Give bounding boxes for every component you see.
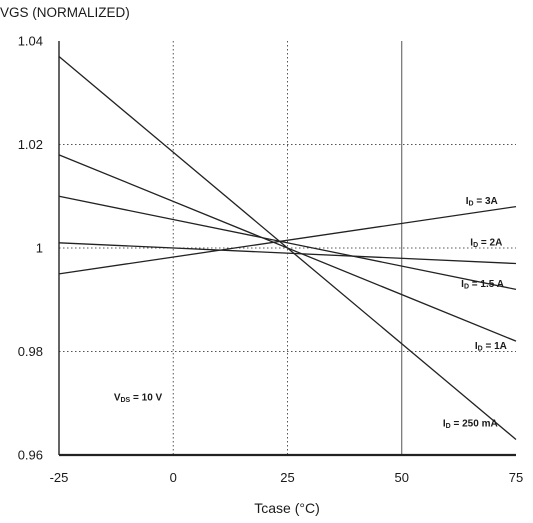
series-line	[58, 242, 517, 265]
y-tick-label: 1.04	[18, 34, 43, 49]
x-tick-label: 25	[280, 470, 294, 485]
annotation-label: ID = 1A	[475, 341, 507, 353]
annotation-label: ID = 3A	[466, 196, 498, 208]
x-axis-title: Tcase (°C)	[254, 500, 320, 516]
y-tick-labels: 0.96 0.98 1 1.02 1.04	[18, 34, 43, 463]
annotation-label: ID = 1.5 A	[461, 279, 504, 291]
series-line	[58, 205, 517, 275]
chart-title: VGS (NORMALIZED)	[0, 5, 130, 20]
x-tick-label: 0	[170, 470, 177, 485]
annotation-label: ID = 2A	[470, 237, 502, 249]
series-line	[58, 195, 517, 291]
x-tick-labels: -25 0 25 50 75	[50, 470, 524, 485]
series-lines	[58, 56, 517, 440]
x-tick-label: 50	[395, 470, 409, 485]
y-tick-label: 0.96	[18, 448, 43, 463]
annotations: ID = 3A ID = 2A ID = 1.5 A ID = 1A ID = 250 …	[114, 196, 507, 430]
axes	[58, 41, 516, 457]
x-tick-label: -25	[50, 470, 69, 485]
annotation-label: VDS = 10 V	[114, 393, 163, 405]
y-tick-label: 1.02	[18, 137, 43, 152]
y-tick-label: 1	[36, 241, 43, 256]
y-tick-label: 0.98	[18, 344, 43, 359]
x-tick-label: 75	[509, 470, 523, 485]
series-line	[58, 56, 517, 440]
annotation-label: ID = 250 mA	[443, 419, 498, 431]
grid-lines	[59, 41, 516, 455]
